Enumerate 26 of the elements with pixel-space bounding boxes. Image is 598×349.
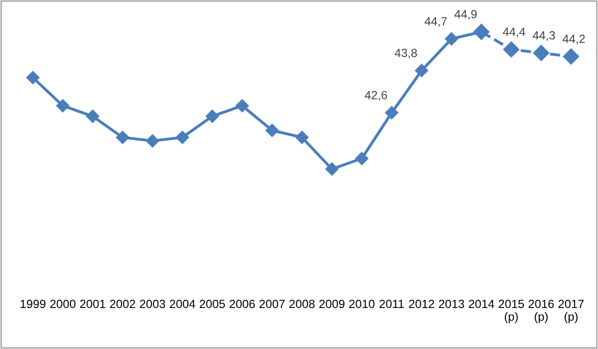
data-label: 44,9	[454, 10, 477, 20]
data-label: 42,6	[364, 90, 388, 101]
x-tick-label: 2015 (p)	[498, 300, 524, 324]
x-tick-label: 1999	[20, 300, 46, 308]
x-tick-label: 2010	[349, 300, 374, 308]
x-tick-label: 2008	[289, 300, 315, 308]
x-tick-label: 2009	[319, 300, 344, 308]
x-tick-label: 2006	[230, 300, 255, 308]
x-tick-label: 2014	[468, 300, 494, 308]
x-tick-label: 2013	[438, 300, 464, 308]
x-tick-label: 2011	[380, 300, 404, 308]
x-tick-label: 2017 (p)	[558, 300, 584, 324]
x-tick-label: 2002	[110, 300, 136, 308]
x-tick-label: 2005	[200, 300, 225, 308]
x-tick-label: 2003	[140, 300, 166, 308]
data-label: 43,8	[394, 48, 417, 59]
data-label: 44,7	[424, 17, 447, 27]
x-tick-label: 2012	[409, 300, 434, 308]
x-tick-label: 2000	[50, 300, 76, 308]
x-tick-label: 2016 (p)	[528, 300, 554, 324]
x-tick-label: 2004	[170, 300, 196, 308]
x-tick-label: 2007	[260, 300, 285, 308]
data-label: 44,4	[502, 28, 526, 38]
x-tick-label: 2001	[80, 300, 106, 308]
data-label: 44,2	[562, 34, 585, 44]
data-label: 44,3	[532, 31, 555, 41]
